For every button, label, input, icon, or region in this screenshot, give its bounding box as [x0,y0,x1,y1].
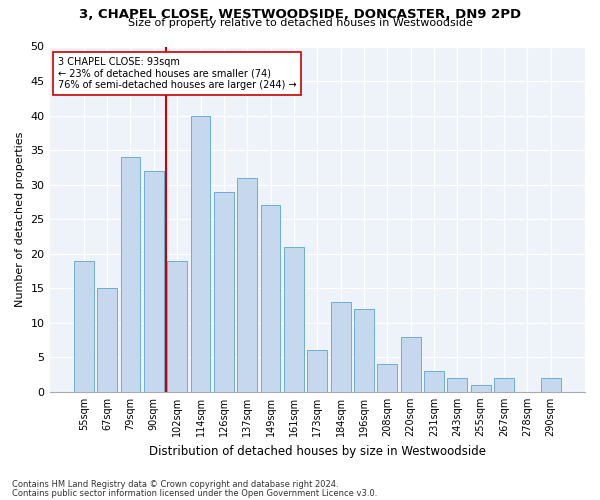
Bar [401,336,421,392]
Bar [214,192,234,392]
Text: Contains HM Land Registry data © Crown copyright and database right 2024.: Contains HM Land Registry data © Crown c… [12,480,338,489]
Text: Contains public sector information licensed under the Open Government Licence v3: Contains public sector information licen… [12,488,377,498]
Bar [494,378,514,392]
Text: 3, CHAPEL CLOSE, WESTWOODSIDE, DONCASTER, DN9 2PD: 3, CHAPEL CLOSE, WESTWOODSIDE, DONCASTER… [79,8,521,20]
Y-axis label: Number of detached properties: Number of detached properties [15,132,25,307]
Bar [191,116,211,392]
Bar [448,378,467,392]
Text: Size of property relative to detached houses in Westwoodside: Size of property relative to detached ho… [128,18,472,28]
Bar [377,364,397,392]
Text: 3 CHAPEL CLOSE: 93sqm
← 23% of detached houses are smaller (74)
76% of semi-deta: 3 CHAPEL CLOSE: 93sqm ← 23% of detached … [58,57,296,90]
X-axis label: Distribution of detached houses by size in Westwoodside: Distribution of detached houses by size … [149,444,486,458]
Bar [238,178,257,392]
Bar [331,302,350,392]
Bar [424,371,444,392]
Bar [284,247,304,392]
Bar [541,378,560,392]
Bar [97,288,117,392]
Bar [471,385,491,392]
Bar [74,260,94,392]
Bar [260,206,280,392]
Bar [167,260,187,392]
Bar [307,350,327,392]
Bar [121,157,140,392]
Bar [144,171,164,392]
Bar [354,309,374,392]
